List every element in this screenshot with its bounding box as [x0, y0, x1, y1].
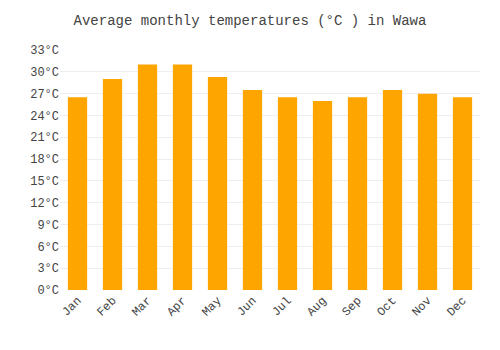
svg-text:24°C: 24°C	[30, 110, 59, 124]
svg-text:12°C: 12°C	[30, 197, 59, 211]
svg-text:Aug: Aug	[304, 294, 329, 319]
svg-text:33°C: 33°C	[30, 44, 59, 58]
svg-text:18°C: 18°C	[30, 153, 59, 167]
svg-text:Jul: Jul	[269, 294, 294, 319]
svg-text:15°C: 15°C	[30, 175, 59, 189]
svg-text:Feb: Feb	[94, 294, 119, 319]
svg-text:27°C: 27°C	[30, 88, 59, 102]
svg-text:Sep: Sep	[339, 294, 364, 319]
svg-text:Average monthly temperatures (: Average monthly temperatures (°C ) in Wa…	[74, 13, 427, 29]
svg-text:Oct: Oct	[374, 294, 399, 319]
svg-text:Dec: Dec	[444, 294, 469, 319]
svg-text:Apr: Apr	[164, 294, 189, 319]
svg-text:Mar: Mar	[129, 294, 154, 319]
svg-text:0°C: 0°C	[37, 284, 59, 298]
svg-text:Jun: Jun	[234, 294, 259, 319]
svg-text:Nov: Nov	[409, 294, 434, 319]
svg-text:9°C: 9°C	[37, 219, 59, 233]
svg-text:Jan: Jan	[59, 294, 84, 319]
svg-text:21°C: 21°C	[30, 131, 59, 145]
svg-text:3°C: 3°C	[37, 262, 59, 276]
svg-text:May: May	[199, 294, 224, 319]
svg-text:6°C: 6°C	[37, 241, 59, 255]
svg-text:30°C: 30°C	[30, 66, 59, 80]
